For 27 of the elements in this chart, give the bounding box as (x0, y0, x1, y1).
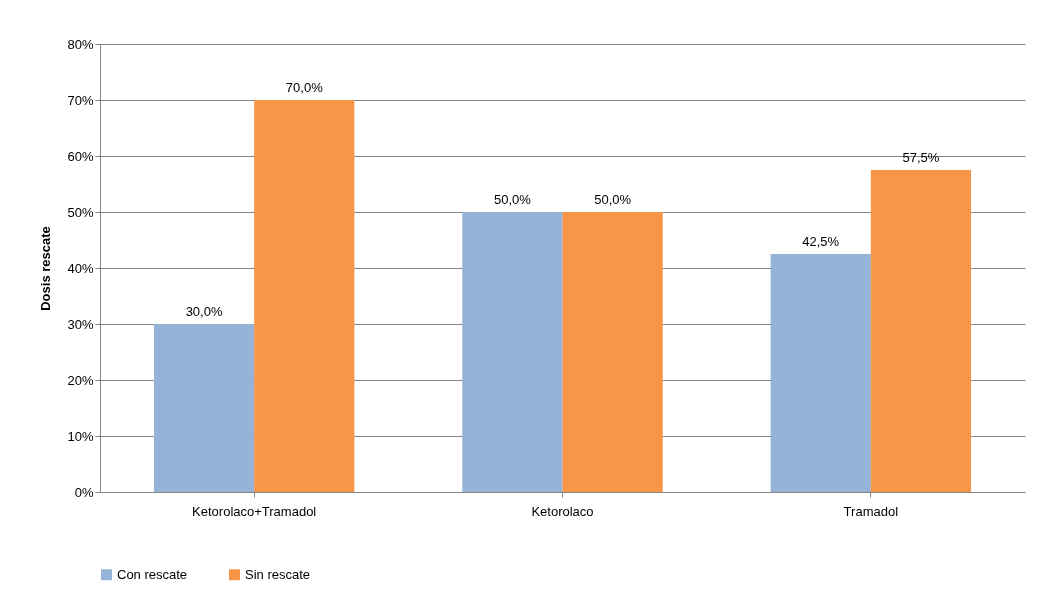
y-tick-label: 0% (74, 484, 94, 500)
data-label: 57,5% (902, 150, 940, 165)
x-tick-label: Ketorolaco+Tramadol (192, 503, 317, 519)
data-label: 50,0% (594, 192, 632, 207)
data-label: 70,0% (285, 80, 324, 95)
y-tick-label: 50% (67, 204, 94, 220)
y-tick-label: 40% (67, 260, 94, 276)
bar (462, 212, 563, 492)
y-tick-label: 10% (67, 428, 94, 444)
data-label: 50,0% (493, 192, 532, 207)
y-tick-label: 20% (67, 372, 94, 388)
bar (254, 100, 355, 492)
data-label: 42,5% (802, 234, 840, 249)
bar (770, 254, 871, 492)
x-tick-label: Ketorolaco (531, 503, 594, 519)
bar (562, 212, 663, 492)
data-label: 30,0% (185, 304, 223, 319)
legend-label: Con rescate (117, 566, 188, 582)
legend-label: Sin rescate (245, 566, 311, 582)
y-axis-title: Dosis rescate (38, 226, 54, 311)
y-tick-label: 30% (67, 316, 94, 332)
x-tick-label: Tramadol (843, 503, 899, 519)
y-tick-label: 70% (67, 92, 94, 108)
y-tick-label: 60% (67, 148, 94, 164)
bar (153, 324, 255, 492)
bar (870, 170, 972, 492)
y-tick-label: 80% (67, 36, 94, 52)
